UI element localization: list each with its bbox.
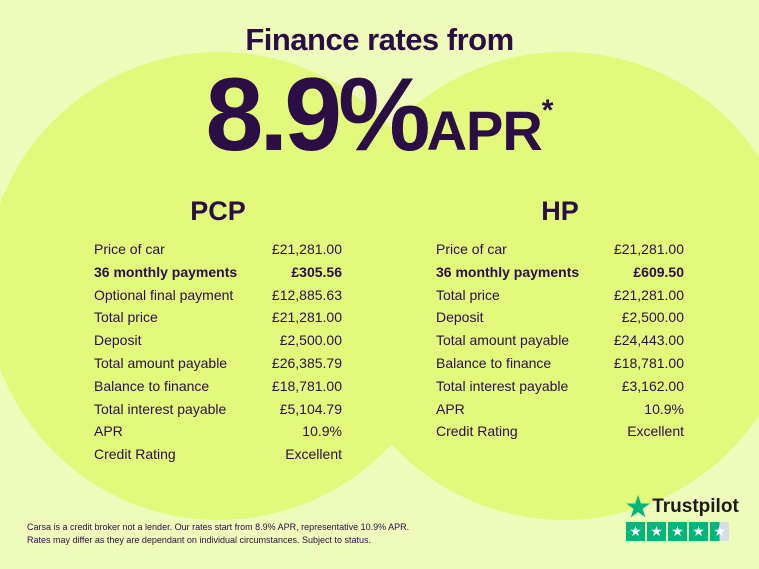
row-label: Total interest payable [94, 400, 227, 417]
table-row: Credit Rating Excellent [436, 420, 684, 443]
pcp-table: PCP Price of car £21,281.00 36 monthly pay… [94, 196, 342, 466]
row-label: APR [436, 400, 465, 417]
row-value: Excellent [285, 446, 342, 463]
row-value: £5,104.79 [279, 400, 342, 417]
row-value: £18,781.00 [613, 354, 684, 371]
row-label: 36 monthly payments [436, 263, 580, 280]
row-value: £21,281.00 [613, 286, 684, 303]
table-row: Price of car £21,281.00 [436, 238, 684, 261]
row-label: Total amount payable [436, 332, 570, 349]
trustpilot-star-icon: ★ [626, 492, 651, 522]
background-circle-right [330, 52, 759, 520]
half-star-icon: ★ [710, 522, 729, 541]
table-row: Price of car £21,281.00 [94, 238, 342, 261]
table-row: Total interest payable £3,162.00 [436, 375, 684, 398]
row-value: £24,443.00 [613, 332, 684, 349]
star-icon: ★ [626, 522, 645, 541]
row-label: Deposit [436, 309, 484, 326]
table-row: Total price £21,281.00 [94, 306, 342, 329]
apr-label: APR [426, 99, 543, 162]
trustpilot-name: Trustpilot [652, 496, 739, 517]
row-label: Balance to finance [94, 377, 210, 394]
disclaimer: Carsa is a credit broker not a lender. O… [27, 521, 447, 547]
row-value: £609.50 [633, 263, 684, 280]
table-row: Credit Rating Excellent [94, 443, 342, 466]
row-label: Total price [436, 286, 500, 303]
row-value: £21,281.00 [271, 241, 342, 257]
star-icon: ★ [689, 522, 708, 541]
disclaimer-line-2: Rates may differ as they are dependant o… [27, 535, 372, 545]
row-value: £21,281.00 [271, 309, 342, 326]
row-label: Total interest payable [436, 377, 569, 394]
row-label: 36 monthly payments [94, 263, 238, 280]
table-row: 36 monthly payments £305.56 [94, 261, 342, 284]
row-label: Optional final payment [94, 286, 234, 303]
table-row: Optional final payment £12,885.63 [94, 284, 342, 307]
disclaimer-line-1: Carsa is a credit broker not a lender. O… [27, 522, 410, 532]
star-icon: ★ [668, 522, 687, 541]
table-row: Total amount payable £24,443.00 [436, 329, 684, 352]
row-value: £3,162.00 [621, 377, 684, 394]
table-row: APR 10.9% [94, 420, 342, 443]
row-label: Total amount payable [94, 354, 228, 371]
table-row: APR 10.9% [436, 398, 684, 421]
row-value: £12,885.63 [271, 286, 342, 303]
rate-value: 8.9% [205, 57, 431, 173]
row-value: £18,781.00 [271, 377, 342, 394]
row-value: £26,385.79 [271, 354, 342, 371]
table-row: Balance to finance £18,781.00 [94, 375, 342, 398]
headline: Finance rates from [245, 22, 514, 57]
table-row: Deposit £2,500.00 [436, 306, 684, 329]
row-value: 10.9% [302, 423, 342, 440]
row-value: 10.9% [644, 400, 684, 417]
background-circle-left [0, 52, 453, 520]
hp-table: HP Price of car £21,281.00 36 monthly paym… [436, 196, 684, 443]
rate-display: 8.9%APR* [0, 60, 759, 170]
row-value: £305.56 [291, 263, 342, 280]
table-row: 36 monthly payments £609.50 [436, 261, 684, 284]
asterisk: * [541, 94, 554, 127]
table-row: Total amount payable £26,385.79 [94, 352, 342, 375]
row-label: Deposit [94, 332, 142, 349]
row-label: Balance to finance [436, 354, 552, 371]
trustpilot-rating: ★ ★ ★ ★ ★ [626, 522, 736, 541]
star-icon: ★ [647, 522, 666, 541]
table-row: Balance to finance £18,781.00 [436, 352, 684, 375]
row-label: Price of car [94, 241, 165, 257]
table-row: Total price £21,281.00 [436, 284, 684, 307]
hp-title: HP [541, 196, 579, 226]
row-label: Credit Rating [436, 423, 518, 440]
row-label: APR [94, 423, 123, 440]
row-value: £2,500.00 [621, 309, 684, 326]
trustpilot-badge: ★ Trustpilot ★ ★ ★ ★ ★ [626, 492, 739, 541]
row-label: Total price [94, 309, 158, 326]
row-label: Price of car [436, 241, 507, 257]
row-value: £21,281.00 [613, 241, 684, 257]
row-value: Excellent [627, 423, 684, 440]
table-row: Deposit £2,500.00 [94, 329, 342, 352]
table-row: Total interest payable £5,104.79 [94, 398, 342, 421]
row-label: Credit Rating [94, 446, 176, 463]
row-value: £2,500.00 [279, 332, 342, 349]
pcp-title: PCP [190, 196, 246, 226]
